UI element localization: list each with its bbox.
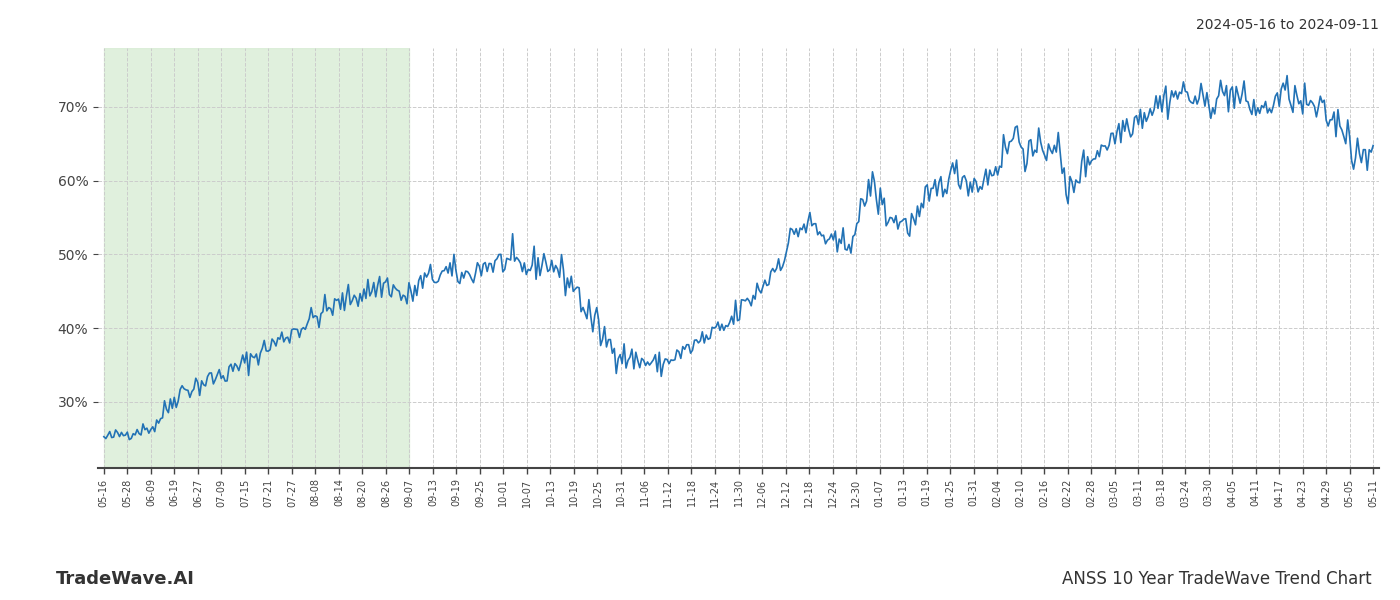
Text: 2024-05-16 to 2024-09-11: 2024-05-16 to 2024-09-11 [1196,18,1379,32]
Text: ANSS 10 Year TradeWave Trend Chart: ANSS 10 Year TradeWave Trend Chart [1063,570,1372,588]
Bar [104,48,409,468]
Text: TradeWave.AI: TradeWave.AI [56,570,195,588]
